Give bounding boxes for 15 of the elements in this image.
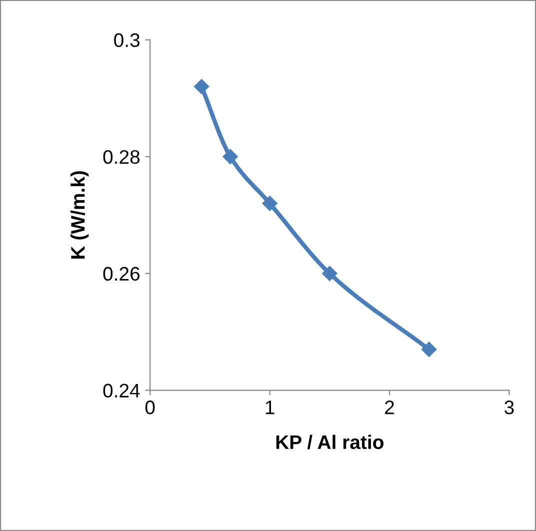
y-tick-label: 0.3 — [114, 33, 140, 48]
y-tick-label: 0.26 — [103, 266, 140, 281]
point — [194, 78, 210, 94]
x-tick-label: 0 — [145, 400, 155, 414]
x-axis-title: KP / Al ratio — [276, 434, 384, 450]
x-tick-label: 3 — [504, 400, 514, 414]
point — [421, 342, 437, 357]
x-tick-label: 2 — [385, 400, 394, 414]
point — [322, 266, 338, 282]
y-axis-title: K (W/m.k) — [70, 171, 89, 259]
point — [222, 149, 238, 164]
x-tick-label: 1 — [266, 400, 274, 414]
y-tick-label: 0.24 — [103, 384, 140, 398]
y-tick-label: 0.28 — [103, 150, 140, 164]
point — [262, 196, 278, 211]
